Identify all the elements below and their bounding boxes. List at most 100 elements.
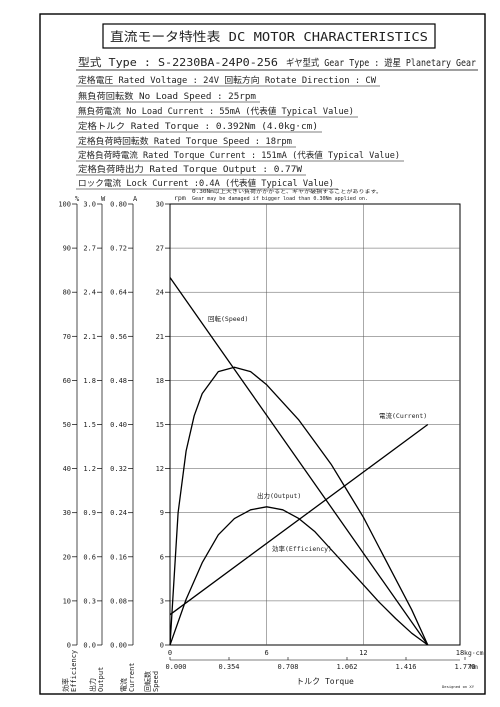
x-nm-tick-label: 0.000 bbox=[165, 663, 186, 671]
current-axis-title-en: Current bbox=[128, 662, 136, 692]
spec-line: ロック電流 Lock Current :0.4A (代表値 Typical Va… bbox=[78, 177, 334, 189]
efficiency-tick-label: 0 bbox=[67, 642, 71, 650]
speed-axis-title-ja: 回転数 bbox=[143, 671, 152, 692]
efficiency-tick-label: 100 bbox=[58, 201, 71, 209]
efficiency-curve bbox=[169, 366, 429, 646]
efficiency-tick-label: 80 bbox=[63, 289, 71, 297]
output-curve-label: 出力(Output) bbox=[257, 491, 301, 500]
speed-tick-label: 21 bbox=[156, 333, 164, 341]
curve-labels: 回転(Speed) 電流(Current) 出力(Output) 効率(Efficie… bbox=[208, 315, 427, 553]
output-tick-label: 1.8 bbox=[83, 377, 96, 385]
speed-unit: rpm bbox=[174, 194, 186, 202]
x-kgcm-tick-label: 18 bbox=[456, 649, 464, 657]
speed-curve-label: 回転(Speed) bbox=[208, 315, 248, 323]
speed-axis-title-en: Speed bbox=[152, 671, 160, 692]
spec-line: 定格負荷時電流 Rated Torque Current : 151mA (代表… bbox=[78, 149, 400, 161]
speed-tick-label: 15 bbox=[156, 421, 164, 429]
speed-tick-label: 27 bbox=[156, 245, 164, 253]
x-nm-tick-label: 1.062 bbox=[336, 663, 357, 671]
warning-note: 0.30Nm以上大きい負荷がかかると、ギヤが破損することがあります。 bbox=[192, 188, 382, 195]
current-axis-title-ja: 電流 bbox=[119, 678, 128, 692]
speed-curve bbox=[169, 277, 429, 646]
current-tick-label: 0.56 bbox=[110, 333, 127, 341]
x-kgcm-tick-label: 12 bbox=[359, 649, 367, 657]
current-tick-label: 0.16 bbox=[110, 553, 127, 561]
axis-titles: 効率 Efficiency 出力 Output 電流 Current 回転数 Speed bbox=[61, 650, 160, 692]
efficiency-tick-label: 10 bbox=[63, 597, 71, 605]
x-kgcm-unit: kg·cm bbox=[464, 649, 484, 657]
x-nm-tick-label: 1.770 bbox=[454, 663, 475, 671]
current-tick-label: 0.00 bbox=[110, 642, 127, 650]
speed-tick-label: 18 bbox=[156, 377, 164, 385]
output-tick-label: 2.1 bbox=[83, 333, 96, 341]
current-tick-label: 0.08 bbox=[110, 597, 127, 605]
speed-tick-label: 12 bbox=[156, 465, 164, 473]
current-tick-label: 0.64 bbox=[110, 289, 127, 297]
efficiency-tick-label: 60 bbox=[63, 377, 71, 385]
output-axis-title-en: Output bbox=[97, 667, 105, 692]
current-curve bbox=[169, 423, 429, 616]
output-tick-label: 1.2 bbox=[83, 465, 96, 473]
output-tick-label: 0.0 bbox=[83, 642, 96, 650]
output-tick-label: 2.4 bbox=[83, 289, 96, 297]
speed-tick-label: 6 bbox=[160, 553, 164, 561]
output-axis-title-ja: 出力 bbox=[88, 678, 97, 692]
output-tick-label: 3.0 bbox=[83, 201, 96, 209]
grid bbox=[170, 204, 460, 645]
current-tick-label: 0.40 bbox=[110, 421, 127, 429]
output-tick-label: 0.6 bbox=[83, 553, 96, 561]
page-title: 直流モータ特性表 DC MOTOR CHARACTERISTICS bbox=[110, 29, 428, 44]
title-box bbox=[102, 23, 436, 49]
spec-line: 無負荷電流 No Load Current : 55mA (代表値 Typica… bbox=[78, 105, 354, 117]
spec-list: 定格電圧 Rated Voltage : 24V 回転方向 Rotate Dir… bbox=[76, 74, 404, 190]
x-axis-title: トルク Torque bbox=[296, 677, 354, 686]
x-nm-tick-label: 1.416 bbox=[395, 663, 416, 671]
current-axis-title: 電流 Current bbox=[119, 662, 136, 692]
y-axes: 01020304050607080901000.00.30.60.91.21.5… bbox=[58, 201, 171, 650]
model-label: 型式 Type : S-2230BA-24P0-256 bbox=[78, 55, 278, 69]
x-kgcm-tick-label: 6 bbox=[265, 649, 269, 657]
efficiency-axis-title-ja: 効率 bbox=[61, 678, 70, 692]
designed-by: Designed on XY bbox=[442, 684, 475, 689]
warning-note: Gear may be damaged if bigger load than … bbox=[192, 196, 368, 202]
x-nm-tick-label: 0.354 bbox=[218, 663, 239, 671]
efficiency-curve-label: 効率(Efficiency) bbox=[272, 544, 332, 553]
efficiency-tick-label: 30 bbox=[63, 509, 71, 517]
output-tick-label: 1.5 bbox=[83, 421, 96, 429]
spec-line: 無負荷回転数 No Load Speed : 25rpm bbox=[78, 90, 256, 102]
speed-axis-title: 回転数 Speed bbox=[143, 671, 160, 692]
x-nm-tick-label: 0.708 bbox=[277, 663, 298, 671]
output-curve bbox=[169, 506, 429, 646]
sheet-frame bbox=[39, 13, 486, 695]
output-unit: W bbox=[101, 195, 106, 203]
efficiency-tick-label: 50 bbox=[63, 421, 71, 429]
current-curve-label: 電流(Current) bbox=[379, 411, 427, 420]
efficiency-tick-label: 40 bbox=[63, 465, 71, 473]
output-axis-title: 出力 Output bbox=[88, 667, 105, 692]
efficiency-axis-title-en: Efficiency bbox=[70, 650, 78, 692]
efficiency-tick-label: 20 bbox=[63, 553, 71, 561]
gear-label: ギヤ型式 Gear Type : 遊星 Planetary Gear bbox=[286, 57, 476, 69]
current-tick-label: 0.32 bbox=[110, 465, 127, 473]
x-kgcm-tick-label: 0 bbox=[168, 649, 172, 657]
efficiency-unit: % bbox=[75, 195, 80, 203]
efficiency-tick-label: 70 bbox=[63, 333, 71, 341]
current-tick-label: 0.72 bbox=[110, 245, 127, 253]
current-tick-label: 0.80 bbox=[110, 201, 127, 209]
curves bbox=[169, 277, 429, 646]
spec-line: 定格電圧 Rated Voltage : 24V 回転方向 Rotate Dir… bbox=[78, 74, 377, 86]
speed-tick-label: 0 bbox=[160, 642, 164, 650]
efficiency-tick-label: 90 bbox=[63, 245, 71, 253]
speed-tick-label: 30 bbox=[156, 201, 164, 209]
spec-line: 定格トルク Rated Torque : 0.392Nm (4.0kg·cm) bbox=[78, 120, 318, 132]
efficiency-axis-title: 効率 Efficiency bbox=[61, 650, 78, 692]
speed-tick-label: 24 bbox=[156, 289, 164, 297]
current-tick-label: 0.24 bbox=[110, 509, 127, 517]
spec-line: 定格負荷時出力 Rated Torque Output : 0.77W bbox=[78, 163, 303, 175]
output-tick-label: 0.9 bbox=[83, 509, 96, 517]
speed-tick-label: 3 bbox=[160, 597, 164, 605]
output-tick-label: 0.3 bbox=[83, 597, 96, 605]
speed-tick-label: 9 bbox=[160, 509, 164, 517]
current-unit: A bbox=[133, 195, 138, 203]
